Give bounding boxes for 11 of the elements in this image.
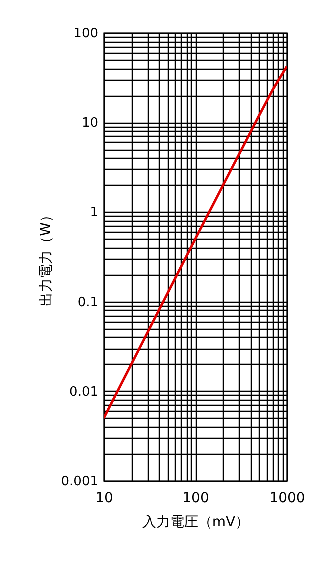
x-tick-label: 100	[182, 490, 210, 506]
y-tick-label: 10	[82, 116, 98, 132]
x-axis-title: 入力電圧（mV）	[142, 514, 250, 530]
y-tick-label: 0.01	[70, 384, 98, 400]
x-tick-label: 10	[96, 490, 114, 506]
y-tick-label: 100	[74, 26, 98, 42]
y-axis-title: 出力電力（W）	[38, 208, 54, 306]
y-tick-label: 0.1	[78, 295, 98, 310]
y-tick-label: 1	[90, 206, 98, 221]
y-tick-label: 0.001	[61, 474, 98, 490]
x-tick-label: 1000	[270, 490, 306, 506]
